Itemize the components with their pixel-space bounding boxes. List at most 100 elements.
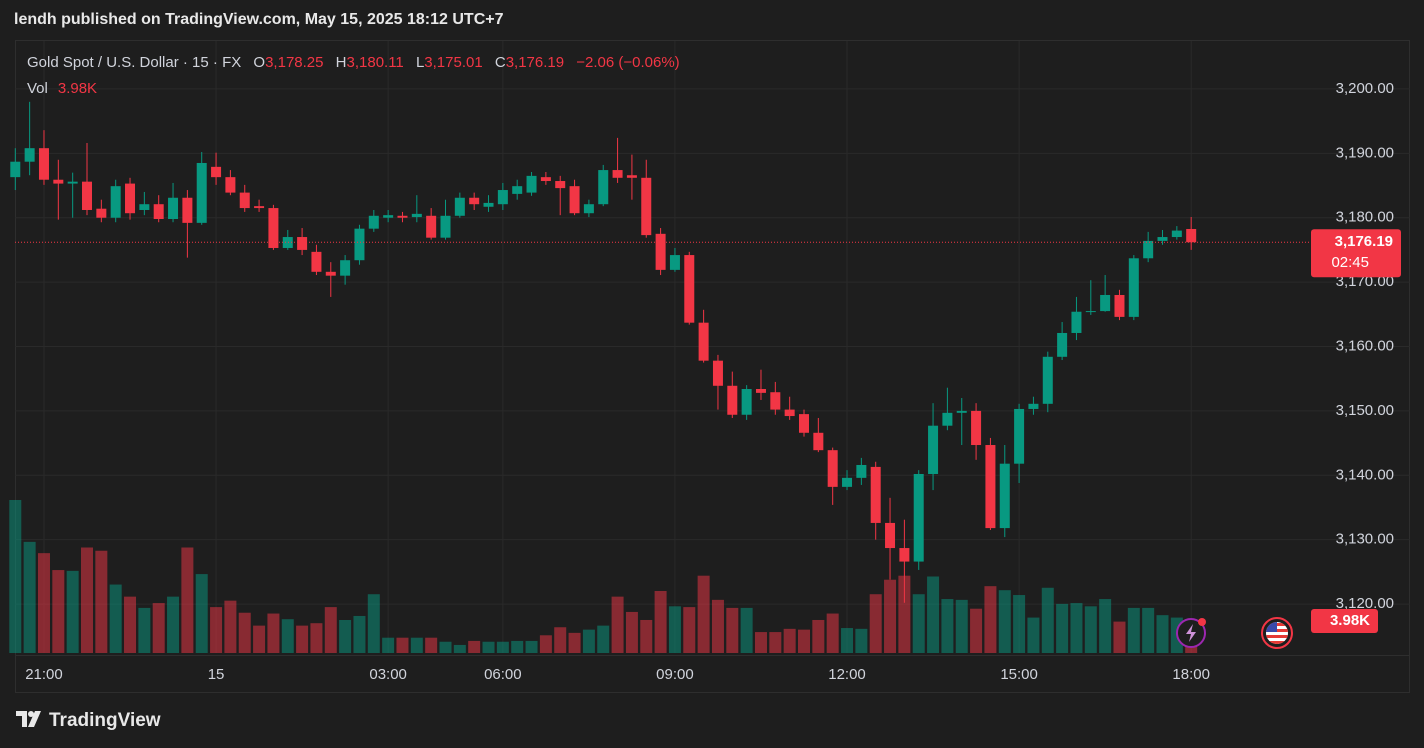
close-value: 3,176.19 xyxy=(505,54,565,71)
candle-body xyxy=(411,213,422,218)
candle-body xyxy=(1114,294,1125,317)
candle-body xyxy=(153,204,164,220)
volume-bar xyxy=(898,575,911,653)
volume-bar xyxy=(511,640,524,653)
candle-body xyxy=(885,522,896,549)
volume-bar xyxy=(195,574,208,653)
candle-body xyxy=(1014,408,1025,464)
candle-body xyxy=(297,237,308,250)
candle-body xyxy=(125,183,136,214)
candle-body xyxy=(53,179,64,184)
candle-body xyxy=(311,251,322,272)
candle-body xyxy=(483,202,494,207)
candle-body xyxy=(1028,403,1039,409)
volume-bar xyxy=(812,619,825,653)
high-value: 3,180.11 xyxy=(346,54,404,71)
x-tick-label: 06:00 xyxy=(484,666,522,683)
candle-body xyxy=(913,473,924,562)
volume-bar xyxy=(625,611,638,653)
close-key: C xyxy=(494,54,506,71)
volume-bar xyxy=(955,599,968,653)
candle-body xyxy=(254,206,265,209)
volume-bar xyxy=(726,607,739,653)
y-tick-label: 3,170.00 xyxy=(1336,273,1394,290)
y-tick-label: 3,200.00 xyxy=(1336,80,1394,97)
candle-body xyxy=(1085,311,1096,313)
x-tick-label: 09:00 xyxy=(656,666,694,683)
candle-body xyxy=(1071,311,1082,333)
candle-body xyxy=(1143,240,1154,259)
candle-body xyxy=(985,445,996,529)
candle-body xyxy=(626,175,637,178)
candle-body xyxy=(612,170,623,178)
candle-body xyxy=(340,260,351,276)
candle-body xyxy=(899,548,910,562)
candle-body xyxy=(1171,230,1182,238)
axes: 3,120.00 3,130.00 3,140.00 3,150.00 3,160.00… xyxy=(15,80,1401,683)
volume-bar xyxy=(9,500,22,653)
volume-bar xyxy=(410,637,423,653)
candle-body xyxy=(96,208,107,218)
volume-bar xyxy=(697,575,710,653)
candle-body xyxy=(239,192,250,209)
volume-bar xyxy=(81,547,93,653)
volume-bar xyxy=(1113,621,1126,653)
volume-badge-label: 3.98K xyxy=(1330,612,1370,629)
x-tick-label: 18:00 xyxy=(1172,666,1210,683)
candle-body xyxy=(741,388,752,415)
volume-bar xyxy=(1070,603,1083,653)
candle-body xyxy=(268,208,279,248)
volume-bar xyxy=(310,623,323,653)
volume-bar xyxy=(912,594,925,653)
volume-bar xyxy=(611,596,624,653)
candle-body xyxy=(1128,258,1139,317)
volume-bar xyxy=(1056,603,1069,653)
symbol: Gold Spot / U.S. Dollar · 15 · FX xyxy=(27,54,242,71)
volume-bar xyxy=(640,619,653,653)
volume-bar xyxy=(539,635,552,653)
candle-body xyxy=(799,414,809,433)
volume-bar xyxy=(210,607,223,653)
volume-bar xyxy=(482,641,495,653)
candle-body xyxy=(24,148,35,162)
candle-body xyxy=(182,197,193,223)
low-value: 3,175.01 xyxy=(424,54,483,71)
candle-body xyxy=(526,175,537,193)
volume-bar xyxy=(582,629,595,653)
last-price-badge xyxy=(1311,229,1401,278)
volume-bar xyxy=(597,625,610,653)
x-tick-label: 21:00 xyxy=(25,666,63,683)
volume-bar xyxy=(152,603,165,653)
volume-bar xyxy=(754,632,767,653)
y-tick-label: 3,190.00 xyxy=(1336,144,1394,161)
volume-bar xyxy=(869,594,882,653)
volume-bar xyxy=(1156,615,1169,653)
volume-bar xyxy=(109,584,122,653)
candle-pane xyxy=(10,101,1197,603)
candle-body xyxy=(928,425,939,474)
volume-bar xyxy=(884,579,897,653)
candle-body xyxy=(1100,294,1111,312)
candle-body xyxy=(469,197,480,205)
volume-value: 3.98K xyxy=(57,80,98,97)
candle-body xyxy=(397,215,408,218)
volume-bar xyxy=(367,594,380,653)
brand-name: TradingView xyxy=(49,710,161,731)
volume-bar xyxy=(167,596,180,653)
y-tick-label: 3,160.00 xyxy=(1336,337,1394,354)
flash-icon[interactable] xyxy=(1176,618,1206,648)
candle-body xyxy=(813,432,824,451)
candle-body xyxy=(712,360,723,386)
open-value: 3,178.25 xyxy=(265,54,324,71)
candle-body xyxy=(440,215,451,238)
open-key: O xyxy=(253,54,266,71)
candle-body xyxy=(211,166,222,178)
volume-bar xyxy=(668,606,681,653)
high-key: H xyxy=(335,54,347,71)
us-flag-icon[interactable] xyxy=(1261,617,1293,649)
volume-legend: Vol 3.98K xyxy=(27,80,97,97)
volume-bar xyxy=(1142,607,1155,653)
volume-bar xyxy=(95,550,108,653)
candle-body xyxy=(569,186,580,214)
